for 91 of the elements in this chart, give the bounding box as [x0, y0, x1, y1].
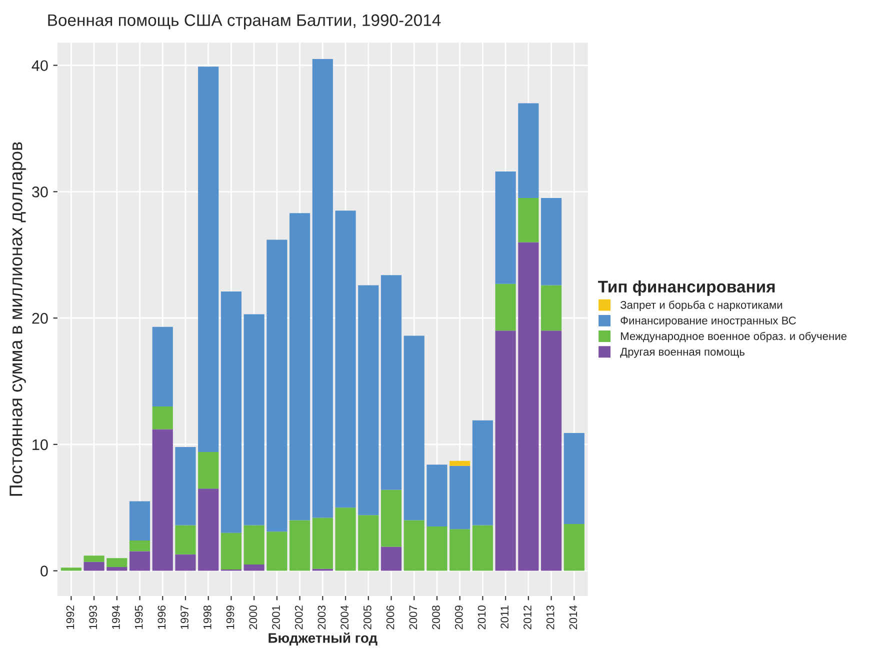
- bar: [266, 532, 288, 571]
- x-tick-label: 1993: [89, 606, 98, 629]
- bar: [335, 210, 356, 508]
- bar: [540, 330, 562, 571]
- bar: [518, 242, 539, 571]
- bar: [290, 520, 310, 571]
- bar: [244, 314, 264, 526]
- bar: [129, 551, 150, 571]
- bar: [380, 490, 402, 547]
- bar: [358, 285, 379, 516]
- x-tick-label: 2002: [294, 606, 303, 630]
- legend-label: Финансирование иностранных ВС: [620, 316, 796, 327]
- x-tick-label: 2001: [272, 606, 280, 630]
- bar: [540, 285, 562, 331]
- bar: [312, 59, 333, 518]
- bar: [472, 525, 493, 571]
- x-tick-label: 2012: [524, 606, 532, 630]
- x-tick-label: 2005: [364, 606, 372, 630]
- x-tick-label: 2007: [409, 606, 418, 630]
- bar: [220, 532, 242, 570]
- x-tick-label: 2009: [454, 606, 463, 630]
- bar: [106, 558, 128, 567]
- bar: [84, 562, 104, 571]
- y-tick-label: 0: [40, 566, 48, 576]
- bar: [290, 213, 310, 520]
- bar: [450, 460, 470, 466]
- bar: [495, 330, 516, 571]
- bar: [244, 525, 264, 564]
- legend-label: Запрет и борьба с наркотиками: [620, 300, 782, 312]
- bar: [380, 546, 402, 571]
- bar: [129, 540, 150, 552]
- x-tick-label: 1999: [226, 606, 234, 629]
- bar: [175, 554, 196, 571]
- bar: [152, 429, 173, 571]
- bar: [244, 564, 264, 571]
- x-tick-label: 1994: [112, 605, 120, 629]
- y-tick-label: 10: [32, 439, 48, 450]
- legend-label: Международное военное образ. и обучение: [620, 332, 847, 342]
- x-tick-label: 1996: [158, 606, 166, 629]
- bar: [60, 568, 82, 571]
- bar: [518, 103, 539, 198]
- x-tick-label: 1998: [203, 606, 212, 629]
- x-tick-label: 2008: [432, 606, 440, 630]
- x-axis-title: Бюджетный год: [268, 632, 378, 646]
- bar: [540, 198, 562, 286]
- bar: [380, 275, 402, 490]
- bar: [404, 336, 424, 520]
- bar: [198, 66, 219, 452]
- bar: [564, 433, 584, 524]
- bar: [472, 420, 493, 526]
- x-tick-label: 2000: [249, 606, 258, 630]
- bar: [266, 240, 288, 532]
- y-tick-label: 20: [32, 312, 48, 324]
- bar: [175, 525, 196, 554]
- x-tick-label: 1992: [66, 606, 74, 629]
- x-tick-label: 2010: [478, 606, 486, 630]
- bar: [450, 466, 470, 530]
- chart-title: Военная помощь США странам Балтии, 1990-2014: [48, 14, 441, 30]
- bar: [198, 452, 219, 489]
- bar: [404, 520, 424, 571]
- bar: [518, 198, 539, 242]
- x-tick-label: 2004: [340, 605, 349, 630]
- bar: [106, 566, 128, 571]
- y-tick-label: 40: [32, 60, 48, 72]
- bar: [495, 284, 516, 331]
- bar: [198, 488, 219, 571]
- x-tick-label: 2003: [318, 606, 326, 630]
- bar: [84, 556, 104, 562]
- bar: [312, 518, 333, 569]
- bar: [175, 446, 196, 526]
- bar: [220, 292, 242, 533]
- x-tick-label: 2011: [500, 606, 509, 628]
- bar: [152, 326, 173, 407]
- x-tick-label: 2014: [569, 605, 578, 630]
- y-axis-title: Постоянная сумма в миллионах долларов: [10, 142, 26, 496]
- legend-title: Тип финансирования: [598, 280, 775, 296]
- bar: [564, 524, 584, 571]
- bar: [426, 464, 448, 527]
- x-tick-label: 2013: [546, 606, 554, 630]
- y-tick-label: 30: [32, 186, 48, 198]
- bar: [426, 526, 448, 571]
- legend-label: Другая военная помощь: [620, 348, 744, 358]
- x-tick-label: 2006: [386, 606, 394, 630]
- bar: [495, 171, 516, 284]
- bar: [152, 406, 173, 430]
- bar: [129, 501, 150, 540]
- bar: [450, 529, 470, 571]
- x-tick-label: 1997: [180, 606, 188, 629]
- x-tick-label: 1995: [134, 606, 143, 629]
- bar: [335, 508, 356, 571]
- bar: [358, 515, 379, 571]
